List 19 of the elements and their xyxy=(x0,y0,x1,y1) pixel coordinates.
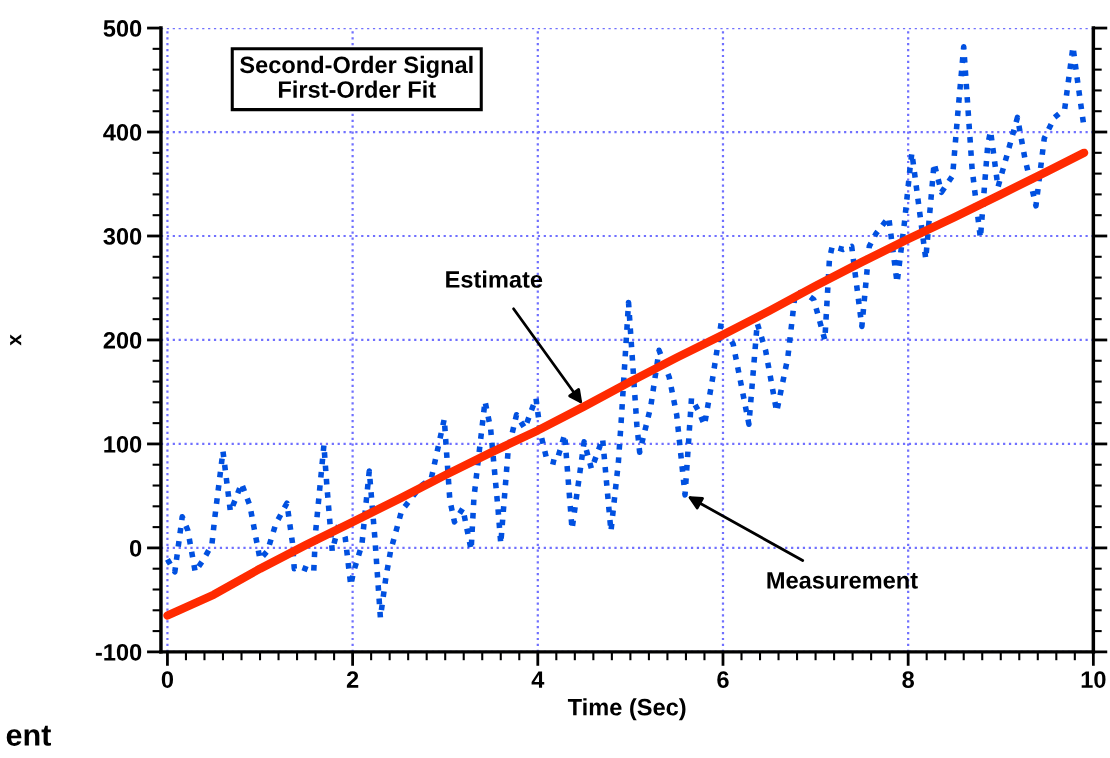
y-tick-label: 0 xyxy=(130,539,142,557)
x-tick-label: 10 xyxy=(1081,671,1106,688)
text: Second-Order Signal First-Order Fit xyxy=(240,55,473,98)
y-tick-label: -100 xyxy=(95,643,142,661)
text: ent xyxy=(6,725,52,746)
annotation: Estimate xyxy=(446,270,543,288)
x-tick-label: 2 xyxy=(346,671,359,688)
y-tick-label: 500 xyxy=(103,20,142,37)
x-tick-label: 8 xyxy=(902,671,915,688)
x-tick-label: 4 xyxy=(531,671,545,688)
x-tick-label: 6 xyxy=(717,671,729,688)
y-tick-label: 400 xyxy=(103,124,142,141)
y-tick-label: 200 xyxy=(103,332,142,349)
x-axis-title: Time (Sec) xyxy=(567,698,686,721)
x-tick-label: 0 xyxy=(161,671,174,688)
annotation: Measurement xyxy=(767,572,918,589)
y-axis-title: x xyxy=(10,334,22,346)
y-tick-label: 100 xyxy=(104,436,142,453)
y-tick-label: 300 xyxy=(103,228,142,245)
